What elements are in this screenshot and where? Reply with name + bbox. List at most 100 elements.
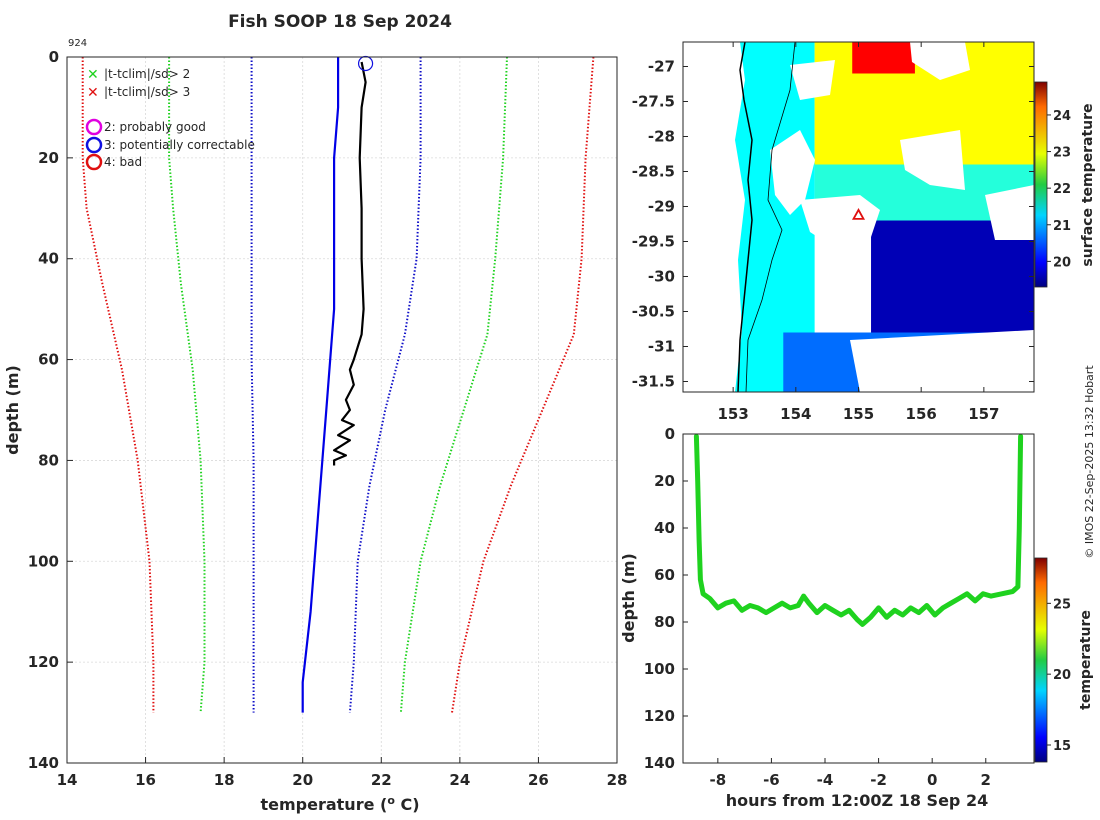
series-line-clim-2sd [168, 57, 206, 713]
tick-label-x: 20 [292, 771, 313, 789]
legend-x-green-icon: ✕ [87, 67, 99, 83]
map-tick-label-y: -29.5 [632, 233, 675, 251]
series-line-clim-1sd [348, 57, 422, 713]
track-tick-label-x: -6 [763, 771, 780, 789]
coastline [737, 42, 753, 392]
depth-track-line [693, 433, 1024, 627]
cloud-patch [910, 42, 970, 80]
tick-label-y: 120 [28, 653, 59, 671]
map-tick-label-y: -30.5 [632, 303, 675, 321]
track-tick-label-y: 100 [644, 660, 675, 678]
sst-colorbar: 20 21 22 23 24 surface temperature [1034, 81, 1096, 288]
profile-series [81, 55, 595, 713]
credit-text: © IMOS 22-Sep-2025 13:32 Hobart [1083, 365, 1096, 559]
track-tick-label-x: -8 [709, 771, 726, 789]
series-line-observed [333, 61, 367, 466]
profile-id-label: 924 [68, 38, 87, 49]
qc-flag-marker [357, 55, 374, 72]
float-position-marker [851, 208, 866, 220]
map-tick-label-y: -31.5 [632, 373, 675, 391]
tick-label-x: 26 [528, 771, 549, 789]
tick-label-y: 0 [49, 48, 59, 66]
track-tick-label-x: 2 [981, 771, 991, 789]
map-tick-label-y: -30 [648, 268, 675, 286]
sst-colorbar-tick-label: 22 [1053, 182, 1071, 197]
cloud-patch [800, 195, 880, 245]
tick-label-y: 100 [28, 552, 59, 570]
triangle-marker-icon [851, 208, 866, 220]
track-axes-frame [682, 433, 1035, 764]
sst-colorbar-label: surface temperature [1080, 103, 1096, 266]
track-ylabel: depth (m) [619, 553, 638, 643]
sst-colorbar-tick-label: 20 [1053, 255, 1071, 270]
tick-label-y: 20 [38, 149, 59, 167]
series-line-clim-1sd [250, 57, 255, 713]
legend-item-flag3: 3: potentially correctable [85, 136, 255, 154]
track-tick-label-y: 120 [644, 707, 675, 725]
tick-label-y: 80 [38, 451, 59, 469]
profile-grid [66, 56, 618, 764]
legend-circle-red-icon [85, 153, 103, 171]
map-tick-label-x: 155 [843, 405, 874, 423]
cloud-patch [790, 60, 835, 100]
tick-label-y: 40 [38, 250, 59, 268]
temp-colorbar-tick-label: 15 [1053, 739, 1071, 754]
legend-label: 4: bad [104, 155, 142, 169]
tick-label-x: 18 [214, 771, 235, 789]
legend-item-flag4: 4: bad [85, 153, 142, 171]
sst-colorbar-gradient [1034, 81, 1048, 288]
track-tick-label-x: -2 [870, 771, 887, 789]
legend-item-2sd: ✕ |t-tclim|/sd> 2 [87, 67, 190, 83]
tick-label-x: 24 [449, 771, 470, 789]
temp-colorbar: 15 20 25 temperature [1034, 557, 1094, 763]
legend-circle-blue-icon [85, 136, 103, 154]
temp-colorbar-tick-label: 20 [1053, 668, 1071, 683]
cloud-patch [770, 130, 815, 215]
profile-axes-frame [66, 56, 618, 764]
map-tick-label-y: -28 [648, 128, 675, 146]
series-line-clim-3sd [451, 56, 595, 713]
temp-colorbar-tick-label: 25 [1053, 597, 1071, 612]
track-tick-label-y: 80 [654, 613, 675, 631]
track-tick-label-x: 0 [927, 771, 937, 789]
map-tick-label-y: -28.5 [632, 163, 675, 181]
track-tick-label-y: 20 [654, 472, 675, 490]
legend-label: 2: probably good [104, 120, 206, 134]
sst-colorbar-tick-label: 23 [1053, 146, 1071, 161]
cloud-patch [850, 330, 1034, 392]
map-ticks: 153 154 155 156 157 -27 -27.5 -28 -28.5 -29 -29.5 -… [632, 42, 1034, 423]
profile-xlabel: temperature (o C) [260, 794, 419, 815]
track-tick-label-y: 40 [654, 519, 675, 537]
tick-label-x: 16 [135, 771, 156, 789]
track-tick-label-y: 60 [654, 566, 675, 584]
legend-x-red-icon: ✕ [87, 85, 99, 101]
tick-label-x: 14 [57, 771, 78, 789]
sst-map-chart: 153 154 155 156 157 -27 -27.5 -28 -28.5 -29 -29.5 -… [632, 41, 1096, 423]
isobath-contour [745, 42, 796, 392]
legend-item-flag2: 2: probably good [85, 118, 206, 136]
map-tick-label-y: -27.5 [632, 93, 675, 111]
track-tick-label-x: -4 [817, 771, 834, 789]
figure-title: Fish SOOP 18 Sep 2024 [228, 12, 452, 32]
tick-label-y: 60 [38, 351, 59, 369]
map-tick-label-y: -27 [648, 58, 675, 76]
track-tick-label-y: 140 [644, 754, 675, 772]
map-tick-label-x: 154 [780, 405, 811, 423]
tick-label-x: 28 [607, 771, 628, 789]
sst-colorbar-tick-label: 24 [1053, 109, 1071, 124]
tick-label-y: 140 [28, 754, 59, 772]
cloud-patch [985, 185, 1034, 240]
map-tick-label-x: 156 [906, 405, 937, 423]
map-tick-label-x: 153 [717, 405, 748, 423]
cloud-mask [683, 42, 1034, 392]
series-line-clim-3sd [81, 57, 155, 713]
track-tick-label-y: 0 [665, 425, 675, 443]
temperature-profile-chart: 14 16 18 20 22 24 26 28 0 20 40 60 80 100 120 140 tempe… [3, 48, 627, 814]
legend-circle-magenta-icon [85, 118, 103, 136]
profile-ylabel: depth (m) [3, 365, 22, 455]
sst-region-north-warmest [852, 42, 915, 74]
track-series [693, 433, 1024, 627]
